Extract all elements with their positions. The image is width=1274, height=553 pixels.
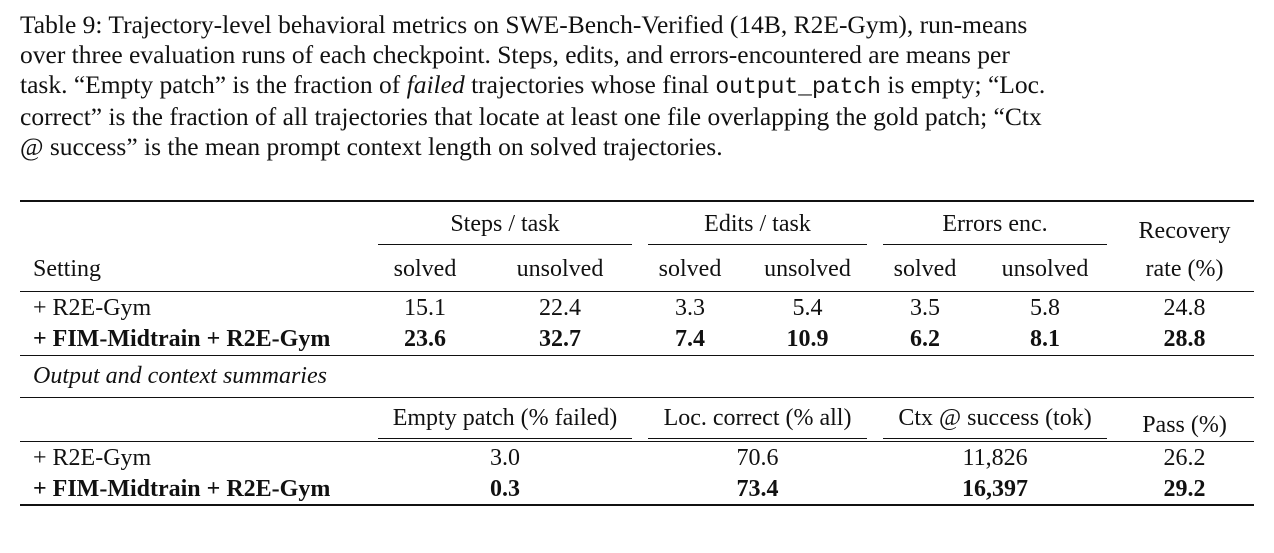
value-cell: 28.8 [1163, 326, 1206, 353]
caption-text: task. “Empty patch” is the fraction of [20, 70, 407, 99]
group-header: Errors enc. [875, 200, 1116, 249]
header-cell [20, 397, 370, 441]
table-row: + R2E-Gym 15.1 22.4 3.3 5.4 3.5 5.8 24.8 [20, 290, 1255, 325]
group-header-text: Edits / task [648, 211, 868, 245]
sub-header: Setting [33, 256, 102, 283]
value-cell: 29.2 [1115, 475, 1255, 506]
sub-header: unsolved [516, 256, 604, 283]
group-header: Recovery [1115, 200, 1255, 249]
table: Steps / task Edits / task Errors enc. Recov… [20, 200, 1255, 506]
value-cell: 5.4 [740, 290, 876, 325]
table-row: Empty patch (% failed) Loc. correct (% al… [20, 397, 1254, 441]
header2: Empty patch (% failed) [370, 397, 640, 441]
value-cell: 73.4 [640, 475, 876, 506]
setting-cell: + R2E-Gym [20, 290, 370, 325]
group-header-text: Steps / task [378, 211, 632, 245]
setting-cell: + R2E-Gym [20, 440, 370, 475]
caption-text: over three evaluation runs of each check… [20, 40, 1010, 69]
value-cell: 70.6 [640, 440, 876, 475]
value-cell: 23.6 [404, 326, 446, 353]
setting-cell: + FIM-Midtrain + R2E-Gym [20, 475, 370, 506]
value-cell: 5.8 [975, 290, 1116, 325]
value-cell: 10.9 [786, 326, 829, 353]
value-cell: 3.3 [640, 290, 740, 325]
value-cell: 0.3 [370, 475, 640, 506]
caption: Table 9: Trajectory-level behavioral met… [20, 10, 1045, 162]
table-row: Setting solved unsolved solved unsolved solve… [20, 249, 1254, 291]
header2-text: Empty patch (% failed) [378, 405, 632, 439]
value-cell: 7.4 [675, 326, 705, 353]
sub-header: unsolved [1001, 256, 1089, 283]
caption-italic: failed [406, 70, 465, 99]
header2: Pass (%) [1142, 411, 1227, 438]
caption-text: trajectories whose final [464, 70, 716, 99]
table-row: Steps / task Edits / task Errors enc. Recov… [20, 200, 1255, 249]
value-cell: 15.1 [370, 290, 480, 325]
table-row: + FIM-Midtrain + R2E-Gym 23.6 32.7 7.4 10.9 6… [20, 325, 1254, 355]
caption-text: is empty; “Loc. [881, 70, 1046, 99]
value-cell: 32.7 [539, 326, 581, 353]
value-cell: 8.1 [1030, 326, 1061, 353]
table-row: + FIM-Midtrain + R2E-Gym 0.3 73.4 16,397 29.… [20, 475, 1255, 506]
sub-header: unsolved [764, 256, 851, 283]
section-title: Output and context summaries [20, 354, 1255, 398]
value-cell: 24.8 [1115, 290, 1255, 325]
caption-code: output_patch [715, 74, 881, 100]
value-cell: 26.2 [1115, 440, 1255, 475]
setting-cell: + FIM-Midtrain + R2E-Gym [33, 326, 331, 353]
group-header-text: Errors enc. [883, 211, 1108, 245]
group-header: Steps / task [370, 200, 640, 249]
value-cell: 16,397 [875, 475, 1116, 506]
value-cell: 3.5 [875, 290, 976, 325]
header-cell [20, 200, 370, 249]
header2-text: Loc. correct (% all) [648, 405, 868, 439]
header2-text: Ctx @ success (tok) [883, 405, 1108, 439]
group-header: Edits / task [640, 200, 876, 249]
caption-text: correct” is the fraction of all trajecto… [20, 102, 1042, 131]
sub-header: solved [658, 256, 722, 283]
value-cell: 6.2 [910, 326, 941, 353]
caption-text: @ success” is the mean prompt context le… [20, 132, 723, 161]
sub-header: solved [393, 256, 457, 283]
header2: Ctx @ success (tok) [875, 397, 1115, 441]
sub-header: rate (%) [1145, 256, 1224, 283]
table-row: + R2E-Gym 3.0 70.6 11,826 26.2 [20, 440, 1255, 475]
caption-text: Table 9: Trajectory-level behavioral met… [20, 10, 1028, 39]
value-cell: 22.4 [480, 290, 640, 325]
table-row: Output and context summaries [20, 354, 1255, 398]
value-cell: 3.0 [370, 440, 640, 475]
sub-header: solved [893, 256, 957, 283]
header2: Loc. correct (% all) [640, 397, 875, 441]
value-cell: 11,826 [875, 440, 1116, 475]
